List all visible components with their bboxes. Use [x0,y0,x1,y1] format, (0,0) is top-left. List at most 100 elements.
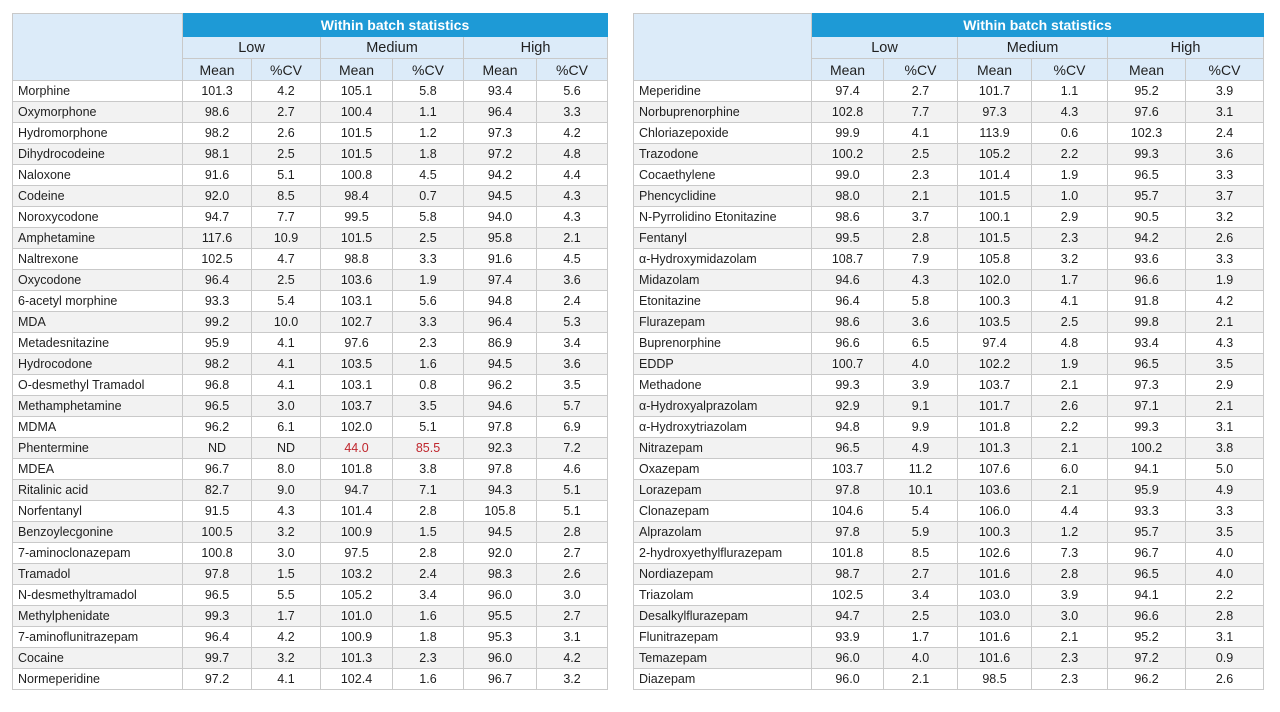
table-row: Diazepam 96.0 2.1 98.5 2.3 96.2 2.6 [633,668,1265,690]
cv-value-cell: 4.2 [251,626,321,648]
analyte-name: Meperidine [633,80,812,102]
cv-value-cell: 2.8 [883,227,958,249]
mean-value-cell: 94.7 [811,605,884,627]
mean-value-cell: 92.9 [811,395,884,417]
cv-value-cell: 1.7 [251,605,321,627]
cv-value-cell: 11.2 [883,458,958,480]
mean-value-cell: 96.5 [811,437,884,459]
subheader-cv: %CV [251,58,321,81]
mean-value-cell: 102.5 [182,248,252,270]
cv-value-cell: 2.9 [1031,206,1108,228]
cv-value-cell: 5.8 [392,206,464,228]
subheader-cv: %CV [392,58,464,81]
mean-value-cell: 102.7 [320,311,393,333]
table-body: Meperidine 97.4 2.7 101.7 1.1 95.2 3.9 Norbupre… [633,80,1265,690]
analyte-name: Diazepam [633,668,812,690]
cv-value-cell: 2.7 [535,542,609,564]
analyte-name: Hydromorphone [12,122,183,144]
mean-value-cell: 96.0 [463,584,537,606]
mean-value-cell: 44.0 [320,437,393,459]
subheader-mean: Mean [957,58,1032,81]
analyte-name: Clonazepam [633,500,812,522]
mean-value-cell: 96.4 [463,101,537,123]
cv-value-cell: 9.1 [883,395,958,417]
mean-value-cell: 98.5 [957,668,1032,690]
group-header-medium: Medium [957,36,1108,59]
mean-value-cell: 96.0 [463,647,537,669]
cv-value-cell: 3.7 [1184,185,1265,207]
cv-value-cell: 2.7 [535,605,609,627]
mean-value-cell: 90.5 [1107,206,1186,228]
mean-value-cell: 100.2 [1107,437,1186,459]
table-row: Oxycodone 96.4 2.5 103.6 1.9 97.4 3.6 [12,269,609,291]
mean-value-cell: 97.3 [1107,374,1186,396]
cv-value-cell: 2.6 [1031,395,1108,417]
cv-value-cell: 3.1 [1184,101,1265,123]
cv-value-cell: 2.1 [1184,311,1265,333]
cv-value-cell: 1.8 [392,143,464,165]
cv-value-cell: 4.4 [1031,500,1108,522]
mean-value-cell: 95.2 [1107,80,1186,102]
table-row: Phencyclidine 98.0 2.1 101.5 1.0 95.7 3.7 [633,185,1265,207]
table-row: Flurazepam 98.6 3.6 103.5 2.5 99.8 2.1 [633,311,1265,333]
mean-value-cell: 96.2 [182,416,252,438]
cv-value-cell: 3.3 [535,101,609,123]
table-row: Nordiazepam 98.7 2.7 101.6 2.8 96.5 4.0 [633,563,1265,585]
analyte-name: Desalkylflurazepam [633,605,812,627]
cv-value-cell: 2.1 [883,668,958,690]
cv-value-cell: 3.3 [1184,248,1265,270]
cv-value-cell: 2.3 [883,164,958,186]
mean-value-cell: 99.3 [1107,416,1186,438]
mean-value-cell: 101.5 [320,143,393,165]
table-row: 7-aminoflunitrazepam 96.4 4.2 100.9 1.8 95.3 3… [12,626,609,648]
mean-value-cell: 99.5 [320,206,393,228]
analyte-name: Temazepam [633,647,812,669]
analyte-name: α-Hydroxymidazolam [633,248,812,270]
cv-value-cell: 3.2 [251,521,321,543]
mean-value-cell: 100.1 [957,206,1032,228]
mean-value-cell: 100.8 [182,542,252,564]
analyte-name: Benzoylecgonine [12,521,183,543]
cv-value-cell: 3.3 [1184,164,1265,186]
mean-value-cell: 94.7 [182,206,252,228]
analyte-name: Midazolam [633,269,812,291]
mean-value-cell: 100.9 [320,521,393,543]
mean-value-cell: 102.6 [957,542,1032,564]
cv-value-cell: 0.6 [1031,122,1108,144]
cv-value-cell: 4.2 [535,647,609,669]
table-row: Phentermine ND ND 44.0 85.5 92.3 7.2 [12,437,609,459]
cv-value-cell: 3.6 [535,353,609,375]
mean-value-cell: 103.7 [957,374,1032,396]
cv-value-cell: 5.9 [883,521,958,543]
mean-value-cell: 97.2 [1107,647,1186,669]
cv-value-cell: 4.0 [883,647,958,669]
table-row: α-Hydroxymidazolam 108.7 7.9 105.8 3.2 93.6 3.… [633,248,1265,270]
analyte-name: Oxycodone [12,269,183,291]
mean-value-cell: 98.4 [320,185,393,207]
mean-value-cell: 103.5 [957,311,1032,333]
table-body: Morphine 101.3 4.2 105.1 5.8 93.4 5.6 Oxymorpho… [12,80,609,690]
cv-value-cell: 4.9 [1184,479,1265,501]
cv-value-cell: 3.9 [883,374,958,396]
cv-value-cell: 1.1 [392,101,464,123]
cv-value-cell: 4.3 [251,500,321,522]
mean-value-cell: 103.1 [320,374,393,396]
analyte-name: N-desmethyltramadol [12,584,183,606]
table-row: Methylphenidate 99.3 1.7 101.0 1.6 95.5 2.7 [12,605,609,627]
cv-value-cell: 85.5 [392,437,464,459]
table-row: MDA 99.2 10.0 102.7 3.3 96.4 5.3 [12,311,609,333]
table-row: Cocaine 99.7 3.2 101.3 2.3 96.0 4.2 [12,647,609,669]
cv-value-cell: 6.0 [1031,458,1108,480]
table-row: Ritalinic acid 82.7 9.0 94.7 7.1 94.3 5.1 [12,479,609,501]
mean-value-cell: 94.2 [463,164,537,186]
cv-value-cell: 3.4 [392,584,464,606]
analyte-name: Cocaine [12,647,183,669]
cv-value-cell: 4.5 [392,164,464,186]
cv-value-cell: 2.5 [883,143,958,165]
table-banner: Within batch statistics [810,13,1265,37]
mean-value-cell: 95.2 [1107,626,1186,648]
cv-value-cell: 3.6 [883,311,958,333]
analyte-name: Normeperidine [12,668,183,690]
mean-value-cell: 105.2 [957,143,1032,165]
mean-value-cell: 100.9 [320,626,393,648]
